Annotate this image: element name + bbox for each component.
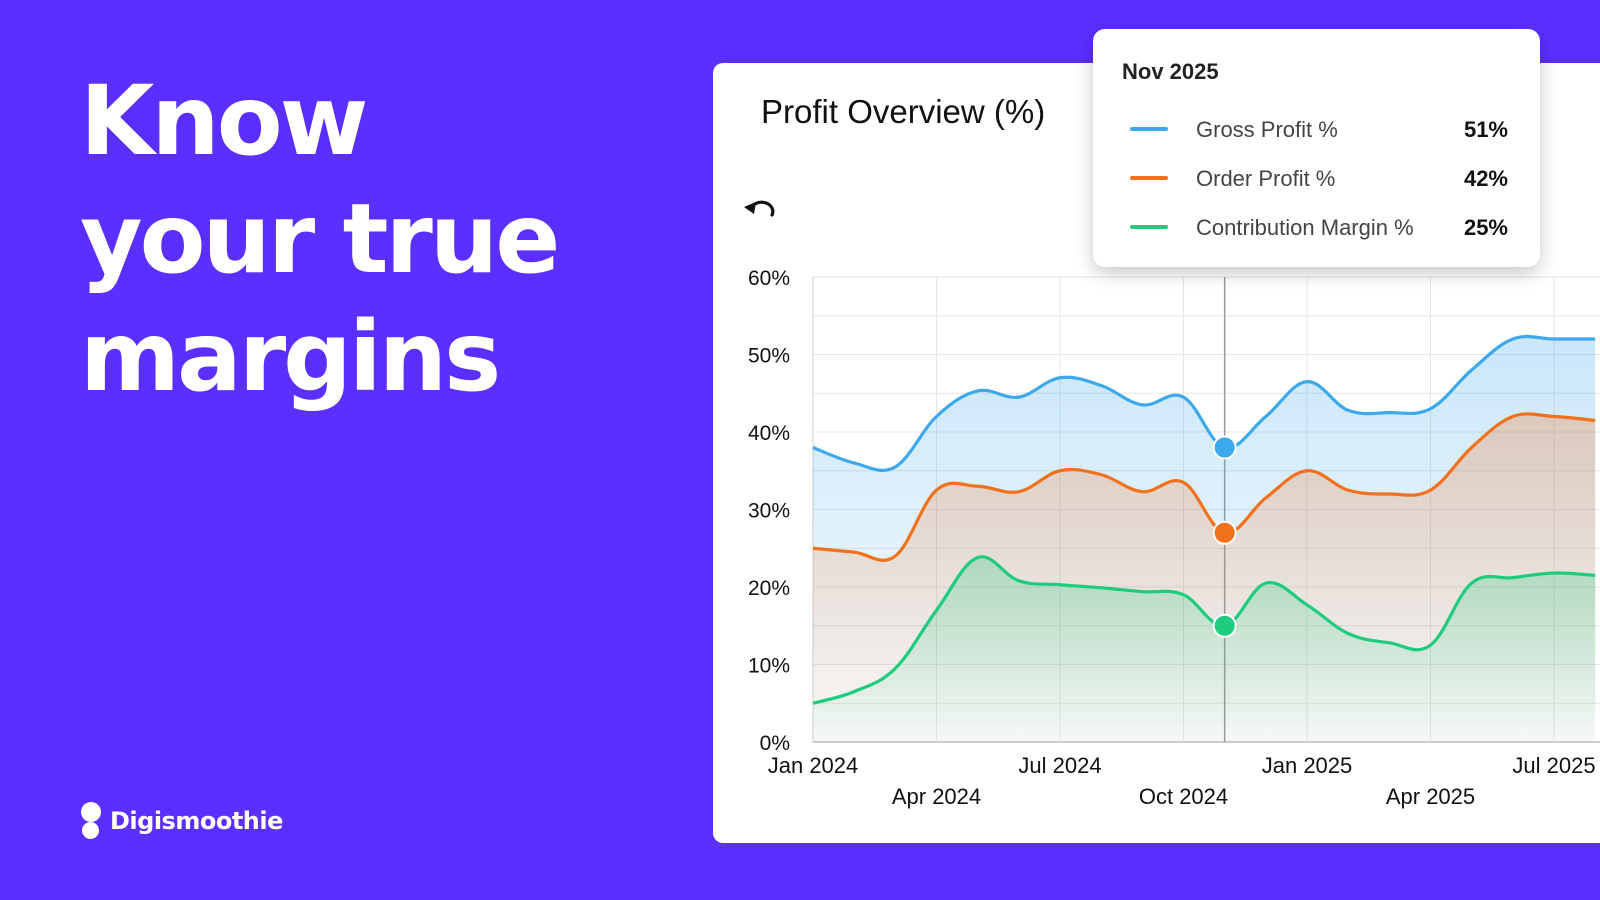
undo-icon <box>744 200 775 217</box>
legend-swatch-gross-profit <box>1130 127 1168 131</box>
tooltip-row-order-profit: Order Profit % 42% <box>1093 158 1540 198</box>
tooltip-title: Nov 2025 <box>1122 59 1219 84</box>
reset-zoom-button[interactable] <box>741 193 781 233</box>
headline-line-2: your true <box>80 183 560 295</box>
series-area-2 <box>813 556 1596 742</box>
chart-title: Profit Overview (%) <box>761 93 1046 130</box>
x-tick-label: Oct 2024 <box>1139 784 1228 809</box>
chart-tooltip: Nov 2025 Gross Profit % 51% Order Profit… <box>1093 29 1540 267</box>
tooltip-value: 25% <box>1463 215 1508 240</box>
profit-overview-chart[interactable]: 0% 10% 20% 30% 40% 50% 60% Jan 2024 Apr 2024 Jul … <box>713 63 1600 843</box>
headline-line-1: Know <box>80 65 368 177</box>
headline-line-3: margins <box>80 301 501 413</box>
brand-logo: Digismoothie <box>80 800 283 842</box>
y-tick-label: 50% <box>748 345 790 368</box>
x-tick-label: Jul 2024 <box>1018 753 1101 778</box>
y-tick-label: 10% <box>748 655 790 678</box>
tooltip-value: 51% <box>1463 117 1508 142</box>
headline: Know your true margins <box>80 62 560 416</box>
x-tick-label: Apr 2025 <box>1386 784 1475 809</box>
x-tick-label: Jul 2025 <box>1512 753 1595 778</box>
brand-name: Digismoothie <box>110 807 283 835</box>
hover-point-0 <box>1212 435 1237 460</box>
tooltip-row-contribution-margin: Contribution Margin % 25% <box>1093 207 1540 247</box>
tooltip-label: Order Profit % <box>1196 166 1336 191</box>
y-tick-label: 30% <box>748 500 790 523</box>
series-line-2 <box>812 555 1596 705</box>
x-tick-label: Jan 2024 <box>768 753 859 778</box>
y-tick-label: 60% <box>748 267 790 290</box>
y-tick-label: 40% <box>748 422 790 445</box>
tooltip-row-gross-profit: Gross Profit % 51% <box>1093 109 1540 149</box>
brand-mark-icon <box>80 800 102 842</box>
tooltip-value: 42% <box>1463 166 1508 191</box>
tooltip-label: Contribution Margin % <box>1196 215 1414 240</box>
tooltip-label: Gross Profit % <box>1196 117 1338 142</box>
series-line-0 <box>812 334 1596 472</box>
y-tick-label: 0% <box>760 732 790 755</box>
x-tick-label: Apr 2024 <box>892 784 981 809</box>
legend-swatch-contribution-margin <box>1130 225 1168 229</box>
series-line-1 <box>812 412 1596 562</box>
y-tick-label: 20% <box>748 577 790 600</box>
legend-swatch-order-profit <box>1130 176 1168 180</box>
x-tick-label: Jan 2025 <box>1262 753 1353 778</box>
hover-point-1 <box>1212 520 1237 545</box>
hover-point-2 <box>1212 613 1237 638</box>
